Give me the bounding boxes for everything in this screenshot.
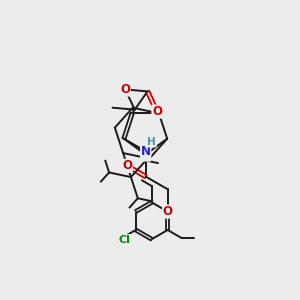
Text: H: H (147, 137, 156, 147)
Text: O: O (120, 83, 130, 96)
Text: S: S (141, 148, 150, 161)
Text: O: O (152, 105, 162, 118)
Text: O: O (122, 159, 132, 172)
Text: Cl: Cl (118, 235, 130, 244)
Text: O: O (163, 205, 173, 218)
Text: N: N (141, 145, 151, 158)
